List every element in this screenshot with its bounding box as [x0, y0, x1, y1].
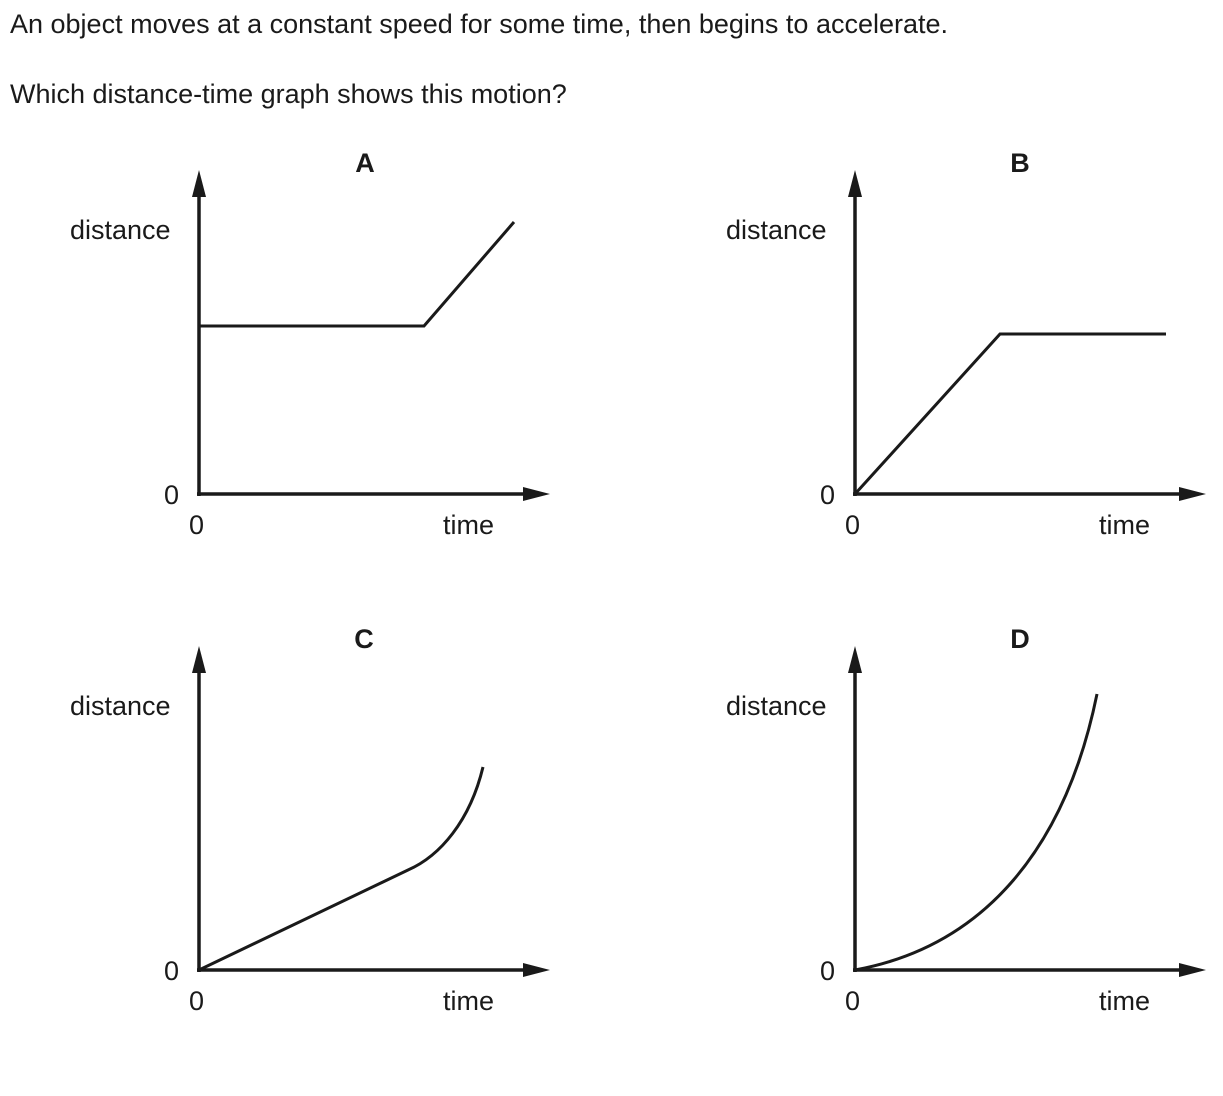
y-origin-label: 0: [820, 956, 836, 986]
x-origin-label: 0: [845, 986, 861, 1016]
x-axis-arrow: [1179, 963, 1206, 977]
y-axis-label: distance: [70, 691, 171, 721]
y-origin-label: 0: [820, 480, 836, 510]
y-axis-arrow: [192, 646, 206, 673]
x-axis-arrow: [523, 487, 550, 501]
x-origin-label: 0: [189, 510, 205, 540]
question-prompt: Which distance-time graph shows this mot…: [10, 79, 567, 109]
y-origin-label: 0: [164, 480, 180, 510]
y-origin-label: 0: [164, 956, 180, 986]
y-axis-arrow: [848, 170, 862, 197]
option-letter: B: [1010, 148, 1030, 178]
graph-option-b[interactable]: B distance 0 0 time: [656, 140, 1223, 620]
question-stem: An object moves at a constant speed for …: [10, 9, 949, 39]
graph-plot: [192, 646, 550, 977]
graph-line: [198, 766, 485, 972]
graph-plot: [848, 646, 1206, 977]
y-axis-label: distance: [726, 691, 827, 721]
x-axis-arrow: [1179, 487, 1206, 501]
y-axis-arrow: [192, 170, 206, 197]
x-axis-label: time: [1099, 986, 1151, 1016]
graph-line: [854, 693, 1099, 972]
graph-option-c[interactable]: C distance 0 0 time: [0, 616, 600, 1096]
x-axis-label: time: [443, 510, 495, 540]
y-axis-label: distance: [70, 215, 171, 245]
x-axis-label: time: [443, 986, 495, 1016]
option-letter: C: [354, 624, 374, 654]
y-axis-arrow: [848, 646, 862, 673]
x-origin-label: 0: [845, 510, 861, 540]
graph-plot: [192, 170, 550, 501]
x-axis-label: time: [1099, 510, 1151, 540]
graph-option-d[interactable]: D distance 0 0 time: [656, 616, 1223, 1096]
x-axis-arrow: [523, 963, 550, 977]
x-origin-label: 0: [189, 986, 205, 1016]
graph-line: [853, 332, 1166, 496]
y-axis-label: distance: [726, 215, 827, 245]
option-letter: A: [355, 148, 375, 178]
option-letter: D: [1010, 624, 1030, 654]
graph-plot: [848, 170, 1206, 501]
graph-line: [199, 221, 516, 328]
graph-option-a[interactable]: A distance 0 0 time: [0, 140, 600, 620]
